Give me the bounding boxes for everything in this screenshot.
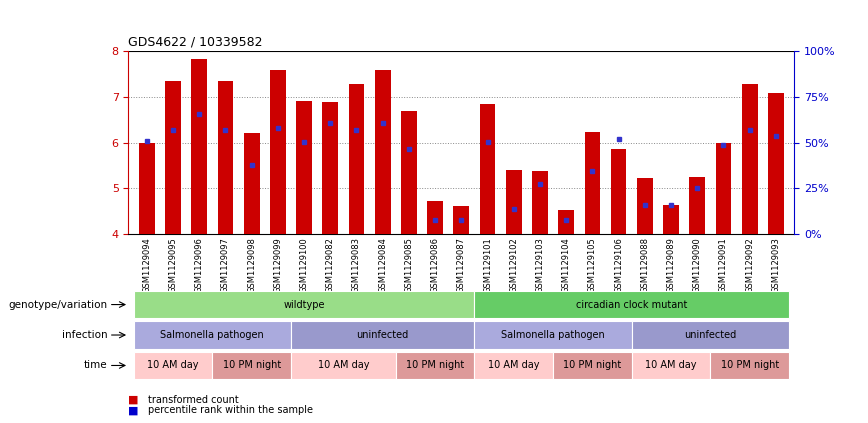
- Bar: [427, 201, 443, 234]
- Text: 10 AM day: 10 AM day: [318, 360, 369, 371]
- Text: circadian clock mutant: circadian clock mutant: [576, 299, 687, 310]
- Bar: [349, 84, 365, 234]
- Bar: [558, 210, 574, 234]
- Bar: [213, 352, 291, 379]
- Bar: [768, 93, 784, 234]
- Text: ■: ■: [128, 395, 139, 405]
- Bar: [191, 59, 207, 234]
- Text: time: time: [84, 360, 108, 371]
- Text: 10 PM night: 10 PM night: [720, 360, 779, 371]
- Bar: [475, 352, 553, 379]
- Bar: [296, 101, 312, 234]
- Text: Salmonella pathogen: Salmonella pathogen: [161, 330, 264, 340]
- Bar: [632, 352, 710, 379]
- Bar: [134, 291, 475, 318]
- Bar: [532, 171, 548, 234]
- Bar: [244, 133, 260, 234]
- Text: uninfected: uninfected: [357, 330, 409, 340]
- Bar: [291, 321, 475, 349]
- Bar: [134, 352, 213, 379]
- Bar: [710, 352, 789, 379]
- Bar: [270, 70, 286, 234]
- Text: 10 AM day: 10 AM day: [148, 360, 199, 371]
- Text: wildtype: wildtype: [283, 299, 325, 310]
- Text: 10 PM night: 10 PM night: [563, 360, 621, 371]
- Bar: [139, 143, 155, 234]
- Bar: [480, 104, 496, 234]
- Text: Salmonella pathogen: Salmonella pathogen: [501, 330, 605, 340]
- Bar: [742, 84, 758, 234]
- Text: 10 AM day: 10 AM day: [645, 360, 697, 371]
- Bar: [375, 70, 391, 234]
- Text: ■: ■: [128, 405, 139, 415]
- Bar: [322, 102, 339, 234]
- Bar: [475, 321, 632, 349]
- Bar: [218, 81, 233, 234]
- Bar: [584, 132, 601, 234]
- Bar: [611, 149, 627, 234]
- Text: transformed count: transformed count: [148, 395, 239, 405]
- Bar: [632, 321, 789, 349]
- Text: 10 PM night: 10 PM night: [222, 360, 280, 371]
- Bar: [401, 111, 417, 234]
- Text: GDS4622 / 10339582: GDS4622 / 10339582: [128, 35, 263, 48]
- Bar: [637, 178, 653, 234]
- Bar: [663, 204, 679, 234]
- Bar: [165, 81, 181, 234]
- Bar: [396, 352, 475, 379]
- Bar: [475, 291, 789, 318]
- Bar: [506, 170, 522, 234]
- Bar: [134, 321, 291, 349]
- Bar: [715, 143, 732, 234]
- Text: uninfected: uninfected: [684, 330, 736, 340]
- Bar: [689, 177, 705, 234]
- Text: percentile rank within the sample: percentile rank within the sample: [148, 405, 312, 415]
- Text: infection: infection: [62, 330, 108, 340]
- Bar: [291, 352, 396, 379]
- Bar: [453, 206, 470, 234]
- Text: 10 AM day: 10 AM day: [488, 360, 540, 371]
- Text: genotype/variation: genotype/variation: [9, 299, 108, 310]
- Bar: [553, 352, 632, 379]
- Text: 10 PM night: 10 PM night: [406, 360, 464, 371]
